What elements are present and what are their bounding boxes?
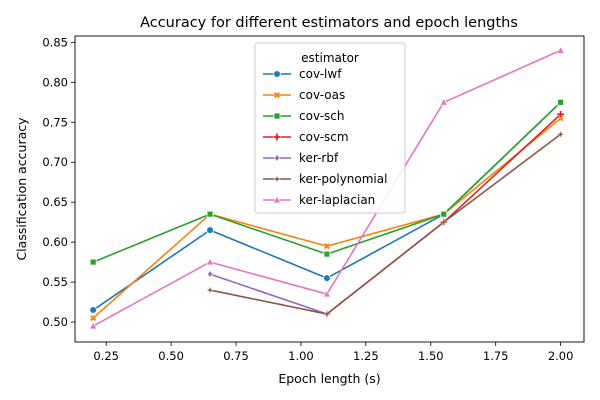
data-point-cov-lwf: [206, 226, 214, 234]
legend-marker-ker-rbf: [274, 154, 280, 162]
series-cov-sch: [89, 98, 565, 266]
data-point-ker-laplacian: [439, 98, 448, 106]
legend-item-cov-scm: cov-scm: [263, 130, 349, 144]
legend-marker-cov-scm: [273, 133, 281, 141]
legend-marker-cov-oas: [273, 91, 281, 99]
y-tick-label: 0.75: [42, 115, 68, 129]
axes-frame: [74, 35, 585, 343]
data-point-cov-sch: [89, 258, 97, 266]
x-tick-label: 0.25: [93, 349, 119, 363]
y-tick-label: 0.60: [42, 235, 68, 249]
x-axis-label: Epoch length (s): [278, 371, 380, 386]
data-point-ker-polynomial: [322, 309, 331, 319]
data-point-cov-oas: [89, 314, 97, 322]
y-tick-label: 0.70: [42, 155, 68, 169]
data-point-cov-sch: [323, 250, 331, 258]
data-point-ker-polynomial: [205, 286, 215, 295]
legend-label: cov-sch: [299, 109, 345, 123]
data-point-ker-laplacian: [322, 289, 332, 298]
legend-marker-ker-polynomial: [272, 174, 282, 184]
x-tick-label: 1.75: [483, 349, 509, 363]
data-point-ker-rbf: [207, 270, 213, 278]
chart-title: Accuracy for different estimators and ep…: [140, 15, 518, 31]
legend: estimator cov-lwf cov-oas cov-sch cov-scm ke…: [254, 42, 406, 214]
series-line-ker-rbf: [209, 273, 328, 315]
data-point-cov-sch: [206, 210, 214, 218]
series-ker-polynomial: [205, 130, 565, 319]
x-tick-label: 0.50: [158, 349, 184, 363]
x-tick-label: 1.50: [418, 349, 444, 363]
x-axis: 0.25 0.50 0.75 1.00 1.25 1.50 1.75 2.00: [93, 342, 573, 363]
legend-label: ker-rbf: [299, 151, 339, 165]
series-ker-laplacian: [89, 46, 565, 330]
data-point-cov-lwf: [89, 306, 97, 314]
legend-label: cov-oas: [299, 88, 345, 102]
y-axis-label: Classification accuracy: [14, 117, 29, 261]
legend-item-cov-sch: cov-sch: [263, 109, 345, 123]
data-point-ker-polynomial: [556, 130, 565, 139]
legend-item-cov-lwf: cov-lwf: [263, 67, 342, 81]
data-point-ker-laplacian: [205, 257, 215, 266]
legend-label: ker-polynomial: [299, 172, 387, 186]
x-tick-label: 1.00: [288, 349, 314, 363]
legend-label: cov-lwf: [299, 67, 342, 81]
data-point-ker-polynomial: [439, 218, 448, 227]
legend-item-cov-oas: cov-oas: [263, 88, 345, 102]
x-tick-label: 1.25: [353, 349, 379, 363]
y-axis: 0.50 0.55 0.60 0.65 0.70 0.75 0.80 0.85: [42, 35, 75, 329]
data-point-ker-laplacian: [556, 46, 565, 54]
data-point-cov-sch: [440, 210, 448, 218]
y-tick-label: 0.85: [42, 35, 68, 49]
data-point-cov-oas: [323, 242, 331, 250]
legend-marker-cov-sch: [273, 112, 281, 120]
data-point-cov-lwf: [323, 274, 331, 282]
y-tick-label: 0.55: [42, 275, 68, 289]
y-tick-label: 0.50: [42, 315, 68, 329]
legend-title: estimator: [301, 51, 359, 65]
series-line-ker-polynomial: [209, 133, 562, 315]
legend-box: [254, 42, 406, 214]
legend-item-ker-laplacian: ker-laplacian: [263, 193, 375, 207]
legend-marker-cov-lwf: [273, 70, 281, 78]
plot-area: [89, 46, 565, 330]
x-tick-label: 0.75: [223, 349, 249, 363]
legend-label: cov-scm: [299, 130, 349, 144]
y-tick-label: 0.65: [42, 195, 68, 209]
legend-marker-ker-laplacian: [272, 195, 282, 204]
legend-item-ker-polynomial: ker-polynomial: [263, 172, 387, 186]
y-tick-label: 0.80: [42, 75, 68, 89]
legend-label: ker-laplacian: [299, 193, 375, 207]
x-tick-label: 2.00: [548, 349, 574, 363]
legend-item-ker-rbf: ker-rbf: [263, 151, 339, 165]
data-point-ker-laplacian: [89, 321, 98, 330]
data-point-cov-scm: [556, 110, 565, 119]
data-point-cov-sch: [557, 98, 565, 106]
